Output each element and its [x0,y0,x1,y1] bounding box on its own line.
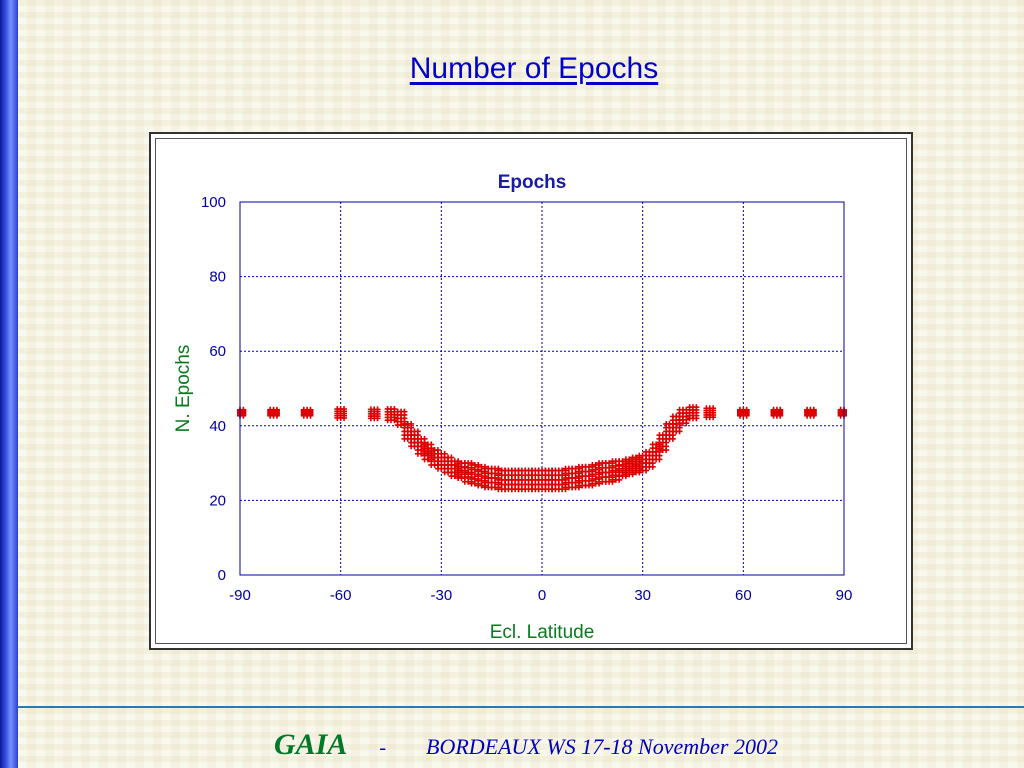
data-point [703,405,717,421]
data-point [468,461,482,487]
x-tick-label: -60 [330,587,352,604]
epochs-chart: -90 -60 -30 0 30 60 90 0 20 40 60 80 100 Epochs Ecl.… [173,172,852,643]
data-point [804,406,817,419]
slide-title: Number of Epochs [409,52,659,85]
data-point [414,435,428,457]
series-layer [237,404,847,493]
y-tick-label: 100 [201,194,226,211]
y-axis-label: N. Epochs [173,345,194,433]
data-point [461,460,475,485]
x-tick-label: 90 [836,587,853,604]
data-point [770,406,784,419]
data-point [475,463,488,489]
x-tick-label: 0 [538,587,546,604]
data-point [448,458,462,480]
x-tick-label: 30 [634,587,651,604]
data-point [602,460,616,485]
slide-accent-bar [0,0,18,768]
data-point [237,406,247,419]
data-point [488,465,502,491]
x-axis-label: Ecl. Latitude [490,622,595,643]
grid-layer [240,202,844,575]
x-tick-label: 60 [735,587,752,604]
chart-frame: -90 -60 -30 0 30 60 90 0 20 40 60 80 100 Epochs Ecl.… [149,132,913,650]
data-point [686,404,700,422]
data-point [394,408,408,429]
chart-frame-inner-border [155,138,907,644]
data-point [367,406,381,422]
data-point [300,406,314,419]
footer-separator: - [379,737,387,759]
tick-layer: -90 -60 -30 0 30 60 90 0 20 40 60 80 100 [201,194,852,604]
data-point [676,406,690,427]
data-point [736,406,750,419]
footer: GAIA - BORDEAUX WS 17-18 November 2002 [274,728,778,762]
chart-title: Epochs [498,172,567,193]
data-point [267,406,280,419]
footer-brand: GAIA [274,728,348,761]
data-point [629,454,643,476]
y-tick-label: 40 [209,418,226,435]
data-point [837,406,847,419]
footer-divider [18,706,1024,708]
footer-event: BORDEAUX WS 17-18 November 2002 [426,734,778,759]
data-point [622,456,636,478]
data-point [569,465,582,491]
y-tick-label: 80 [209,269,226,286]
data-point [616,458,629,480]
data-point [555,467,569,493]
y-tick-label: 20 [209,492,226,509]
y-tick-label: 60 [209,343,226,360]
data-point [582,463,596,489]
x-tick-label: -90 [229,587,251,604]
series-0 [237,404,847,493]
data-point [421,441,435,463]
data-point [589,461,603,487]
y-tick-label: 0 [218,567,226,584]
plot-area-border [239,201,845,576]
data-point [334,406,348,421]
data-point [649,441,663,463]
x-tick-label: -30 [430,587,452,604]
